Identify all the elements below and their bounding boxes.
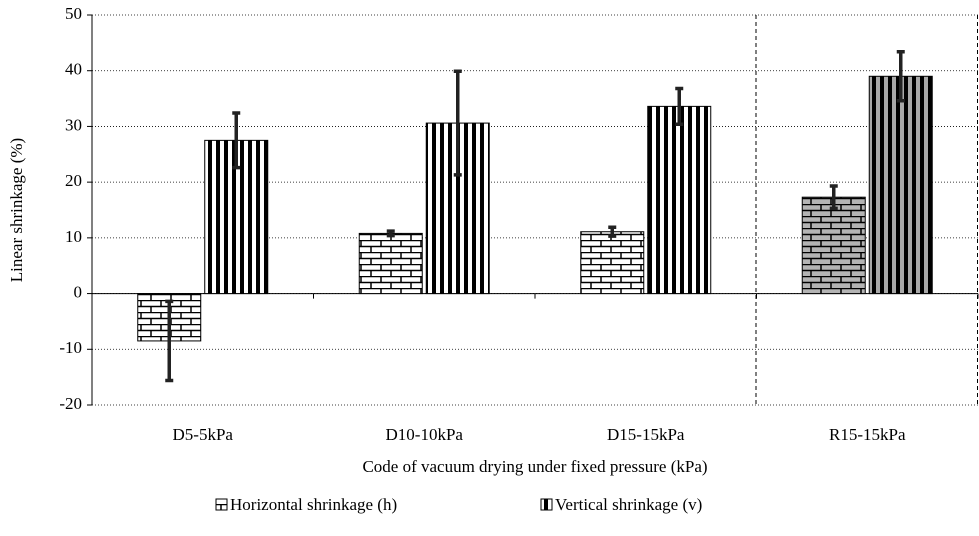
x-tick-label: D5-5kPa: [173, 425, 234, 444]
y-tick-label: 10: [65, 227, 82, 246]
error-bar: [165, 299, 174, 383]
y-tick-label: -20: [59, 394, 82, 413]
error-bar: [386, 229, 395, 238]
legend-swatch: [215, 498, 228, 511]
x-tick-label: D15-15kPa: [607, 425, 685, 444]
y-axis-label: Linear shrinkage (%): [7, 138, 26, 282]
x-tick-label: D10-10kPa: [386, 425, 464, 444]
error-bar: [896, 50, 905, 103]
bar: [868, 75, 933, 295]
x-axis-label: Code of vacuum drying under fixed pressu…: [362, 457, 707, 476]
error-bar: [608, 225, 617, 238]
bar: [647, 105, 712, 295]
x-tick-label: R15-15kPa: [829, 425, 906, 444]
y-tick-label: 30: [65, 115, 82, 134]
legend-swatch: [540, 498, 553, 511]
error-bar: [829, 184, 838, 211]
y-tick-label: 0: [74, 282, 83, 301]
bar: [801, 196, 866, 295]
legend-label: Vertical shrinkage (v): [555, 495, 702, 514]
y-tick-label: 50: [65, 4, 82, 23]
error-bar: [453, 69, 462, 177]
y-tick-label: 20: [65, 171, 82, 190]
legend-label: Horizontal shrinkage (h): [230, 495, 397, 514]
error-bar: [675, 86, 684, 126]
bar: [358, 232, 423, 295]
y-tick-label: -10: [59, 338, 82, 357]
bar: [580, 231, 645, 295]
y-tick-label: 40: [65, 60, 82, 79]
error-bar: [232, 111, 241, 170]
